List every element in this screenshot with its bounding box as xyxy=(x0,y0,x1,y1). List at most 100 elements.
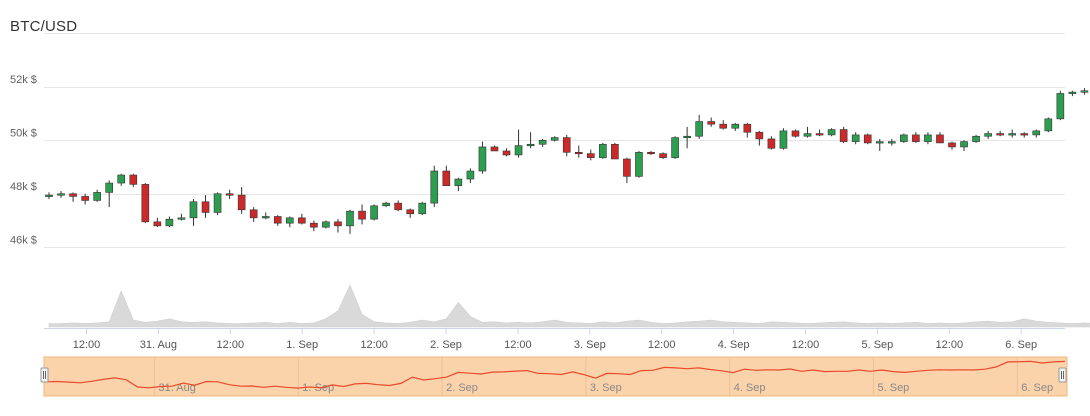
candle[interactable] xyxy=(1044,117,1053,133)
candle-body xyxy=(466,170,475,180)
candle[interactable] xyxy=(526,132,535,149)
candle-body xyxy=(454,178,463,187)
candle[interactable] xyxy=(466,168,475,184)
candle[interactable] xyxy=(454,177,463,192)
candle[interactable] xyxy=(550,136,559,142)
candle[interactable] xyxy=(514,129,523,158)
candle[interactable] xyxy=(851,132,860,145)
candle-body xyxy=(478,146,487,172)
candle[interactable] xyxy=(490,145,499,152)
candle[interactable] xyxy=(478,141,487,174)
candle[interactable] xyxy=(1032,129,1041,138)
candle[interactable] xyxy=(719,120,728,130)
candle[interactable] xyxy=(948,141,956,150)
candle[interactable] xyxy=(599,142,607,159)
candle[interactable] xyxy=(225,189,234,200)
candle[interactable] xyxy=(370,204,378,221)
candle[interactable] xyxy=(129,173,138,188)
candle[interactable] xyxy=(611,142,619,160)
candle[interactable] xyxy=(900,133,908,143)
candle[interactable] xyxy=(707,117,716,127)
candle[interactable] xyxy=(153,217,162,228)
candle[interactable] xyxy=(803,126,812,138)
candle[interactable] xyxy=(249,207,258,222)
candle[interactable] xyxy=(310,220,318,232)
candle[interactable] xyxy=(984,130,992,139)
candle[interactable] xyxy=(69,192,77,202)
candle[interactable] xyxy=(430,165,439,208)
candle[interactable] xyxy=(1080,88,1089,95)
candle[interactable] xyxy=(1068,90,1077,97)
candle[interactable] xyxy=(346,209,354,234)
candle[interactable] xyxy=(1020,132,1029,138)
candle[interactable] xyxy=(201,195,210,218)
candle-body xyxy=(755,131,764,140)
candle[interactable] xyxy=(141,183,150,224)
navigator-selection[interactable] xyxy=(43,356,1068,397)
candle[interactable] xyxy=(382,201,390,208)
candle[interactable] xyxy=(1008,129,1017,138)
candle[interactable] xyxy=(683,126,691,149)
candle[interactable] xyxy=(358,204,366,225)
candle[interactable] xyxy=(875,138,884,151)
candle[interactable] xyxy=(237,187,246,214)
candle[interactable] xyxy=(996,130,1004,137)
candle[interactable] xyxy=(791,129,800,138)
candle[interactable] xyxy=(298,213,306,225)
candle[interactable] xyxy=(767,136,776,150)
candle[interactable] xyxy=(635,150,643,178)
candle[interactable] xyxy=(57,191,65,198)
candle[interactable] xyxy=(972,134,980,143)
candle[interactable] xyxy=(165,216,174,228)
candle[interactable] xyxy=(924,132,932,145)
candles xyxy=(45,88,1089,234)
candle[interactable] xyxy=(562,134,571,157)
navigator[interactable]: 31. Aug 1. Sep 2. Sep 3. Sep 4. Sep 5. Sep 6. … xyxy=(40,356,1068,397)
candle[interactable] xyxy=(334,219,342,233)
candle[interactable] xyxy=(815,129,824,137)
candle[interactable] xyxy=(93,189,101,202)
candle[interactable] xyxy=(261,212,270,220)
candle[interactable] xyxy=(81,193,89,205)
candle[interactable] xyxy=(863,133,872,145)
candle[interactable] xyxy=(213,192,222,216)
navigator-right-handle[interactable] xyxy=(1058,367,1067,383)
candle[interactable] xyxy=(322,220,330,229)
candle[interactable] xyxy=(189,199,198,226)
candle[interactable] xyxy=(117,173,126,186)
candle[interactable] xyxy=(1056,90,1065,121)
candle[interactable] xyxy=(574,145,583,158)
candle[interactable] xyxy=(177,213,186,221)
candle[interactable] xyxy=(538,138,547,147)
candle-body xyxy=(153,221,162,227)
candle[interactable] xyxy=(105,180,113,208)
candle[interactable] xyxy=(755,130,764,146)
candle[interactable] xyxy=(45,192,53,200)
candle[interactable] xyxy=(418,201,427,216)
candle[interactable] xyxy=(586,149,595,161)
candle[interactable] xyxy=(887,138,896,146)
candle[interactable] xyxy=(406,208,415,218)
candle[interactable] xyxy=(743,122,752,138)
candle[interactable] xyxy=(647,150,655,155)
candle[interactable] xyxy=(502,148,511,157)
candle-body xyxy=(57,193,65,196)
candle[interactable] xyxy=(442,165,451,187)
navigator-left-handle[interactable] xyxy=(40,367,49,383)
candle[interactable] xyxy=(394,200,402,212)
candle[interactable] xyxy=(912,132,920,143)
candle[interactable] xyxy=(960,140,968,151)
candle[interactable] xyxy=(839,126,848,143)
candle[interactable] xyxy=(936,132,944,144)
candle[interactable] xyxy=(731,122,740,131)
candle[interactable] xyxy=(623,157,631,184)
candle-body xyxy=(815,133,824,136)
candle[interactable] xyxy=(671,136,679,159)
candle[interactable] xyxy=(827,128,836,137)
candle-body xyxy=(887,141,896,144)
candle[interactable] xyxy=(273,215,282,226)
candle[interactable] xyxy=(285,216,294,228)
candle[interactable] xyxy=(659,152,667,159)
candle[interactable] xyxy=(695,114,703,139)
candle[interactable] xyxy=(779,128,788,150)
